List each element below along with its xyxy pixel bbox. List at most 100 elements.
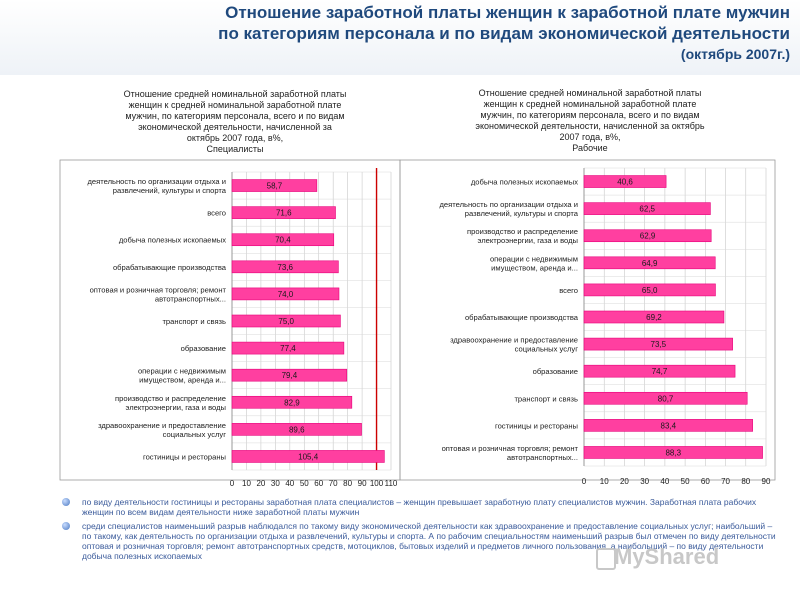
x-tick-label: 50 [300, 479, 309, 488]
category-label-line: обрабатывающие производства [465, 313, 579, 322]
bar [231, 450, 385, 463]
value-label: 80,7 [658, 394, 674, 403]
category-label-line: добыча полезных ископаемых [471, 178, 578, 187]
category-label: всего [207, 209, 226, 218]
category-label: здравоохранение и предоставление социальн… [98, 421, 226, 439]
value-label: 71,6 [276, 209, 292, 218]
x-tick-label: 60 [314, 479, 323, 488]
x-tick-label: 90 [358, 479, 367, 488]
bar [583, 256, 716, 270]
category-label-line: электроэнергии, газа и воды [126, 403, 226, 412]
category-label: деятельность по организации отдыха и разв… [439, 200, 578, 218]
x-tick-label: 30 [640, 477, 649, 486]
bar [231, 260, 339, 274]
category-label-line: здравоохранение и предоставление [98, 421, 226, 430]
bar [231, 341, 345, 355]
x-tick-label: 0 [582, 477, 587, 486]
bar [583, 175, 667, 188]
x-tick-label: 80 [343, 479, 352, 488]
category-label-line: социальных услуг [515, 345, 579, 354]
category-label-line: операции с недвижимым [490, 254, 578, 263]
chart-title-line: женщин к средней номинальной заработной … [128, 100, 342, 110]
category-label: образование [181, 344, 226, 353]
category-label: обрабатывающие производства [113, 263, 227, 272]
x-tick-label: 0 [230, 479, 235, 488]
value-label: 73,5 [651, 340, 667, 349]
category-label-line: транспорт и связь [514, 394, 578, 403]
chart-title-line: мужчин, по категориям персонала, всего и… [480, 110, 700, 120]
x-tick-label: 70 [329, 479, 338, 488]
category-label-line: производство и распределение [467, 227, 578, 236]
watermark-icon [596, 548, 616, 570]
x-tick-label: 20 [620, 477, 629, 486]
category-label: производство и распределение электроэнерг… [467, 227, 578, 245]
bar [231, 233, 335, 247]
value-label: 64,9 [642, 259, 658, 268]
page-title: Отношение заработной платы женщин к зара… [100, 2, 790, 65]
x-tick-label: 100 [370, 479, 384, 488]
note-text: по виду деятельности гостиницы и рестора… [82, 497, 757, 517]
category-label-line: развлечений, культуры и спорта [113, 186, 227, 195]
value-label: 62,9 [640, 232, 656, 241]
category-label-line: имуществом, аренда и... [139, 376, 226, 385]
category-label: транспорт и связь [514, 394, 578, 403]
bar [583, 391, 748, 405]
chart-title-line: 2007 года, в%, [559, 132, 621, 142]
category-label: обрабатывающие производства [465, 313, 579, 322]
category-label-line: электроэнергии, газа и воды [478, 236, 578, 245]
value-label: 77,4 [280, 344, 296, 353]
bar [583, 337, 733, 351]
value-label: 75,0 [278, 317, 294, 326]
chart-title-line: мужчин, по категориям персонала, всего и… [125, 111, 345, 121]
category-label: транспорт и связь [162, 317, 226, 326]
chart-title-line: женщин к средней номинальной заработной … [483, 99, 697, 109]
value-label: 69,2 [646, 313, 662, 322]
x-tick-label: 50 [681, 477, 690, 486]
bar [231, 206, 336, 219]
x-tick-label: 10 [600, 477, 609, 486]
value-label: 73,6 [277, 263, 293, 272]
category-label-line: развлечений, культуры и спорта [465, 209, 579, 218]
category-label-line: образование [181, 344, 226, 353]
bar [231, 179, 318, 192]
chart-title-workers: Отношение средней номинальной заработной… [440, 88, 740, 154]
value-label: 88,3 [665, 448, 681, 457]
x-tick-label: 10 [242, 479, 251, 488]
chart-title-line: Отношение средней номинальной заработной… [123, 89, 347, 99]
x-tick-label: 40 [285, 479, 294, 488]
category-label: производство и распределение электроэнерг… [115, 394, 226, 412]
category-label: образование [533, 367, 578, 376]
category-label: деятельность по организации отдыха и разв… [87, 177, 226, 195]
chart-title-specialists: Отношение средней номинальной заработной… [85, 89, 385, 155]
category-label: операции с недвижимым имуществом, аренда … [138, 367, 226, 385]
bar [583, 446, 763, 459]
category-label-line: гостиницы и рестораны [143, 452, 226, 461]
title-line-1: Отношение заработной платы женщин к зара… [225, 3, 790, 22]
category-label-line: обрабатывающие производства [113, 263, 227, 272]
x-tick-label: 80 [741, 477, 750, 486]
title-line-2: по категориям персонала и по видам эконо… [218, 24, 790, 43]
note-item: по виду деятельности гостиницы и рестора… [60, 497, 780, 517]
category-label: всего [559, 286, 578, 295]
bar [231, 314, 341, 328]
bar [583, 419, 753, 432]
bar [583, 202, 711, 215]
x-tick-label: 30 [271, 479, 280, 488]
value-label: 82,9 [284, 398, 300, 407]
x-tick-label: 60 [701, 477, 710, 486]
category-label-line: социальных услуг [163, 430, 227, 439]
value-label: 74,7 [652, 367, 668, 376]
note-item: среди специалистов наименьший разрыв наб… [60, 521, 780, 561]
title-line-3: (октябрь 2007г.) [680, 46, 790, 62]
category-label: операции с недвижимым имуществом, аренда … [490, 254, 578, 272]
note-text: среди специалистов наименьший разрыв наб… [82, 521, 776, 561]
value-label: 40,6 [617, 178, 633, 187]
x-tick-label: 110 [385, 479, 398, 488]
chart-title-line: Отношение средней номинальной заработной… [478, 88, 702, 98]
value-label: 65,0 [642, 286, 658, 295]
category-label-line: имуществом, аренда и... [491, 263, 578, 272]
chart-title-line: Специалисты [206, 144, 264, 154]
bar [583, 229, 712, 243]
category-label-line: производство и распределение [115, 394, 226, 403]
